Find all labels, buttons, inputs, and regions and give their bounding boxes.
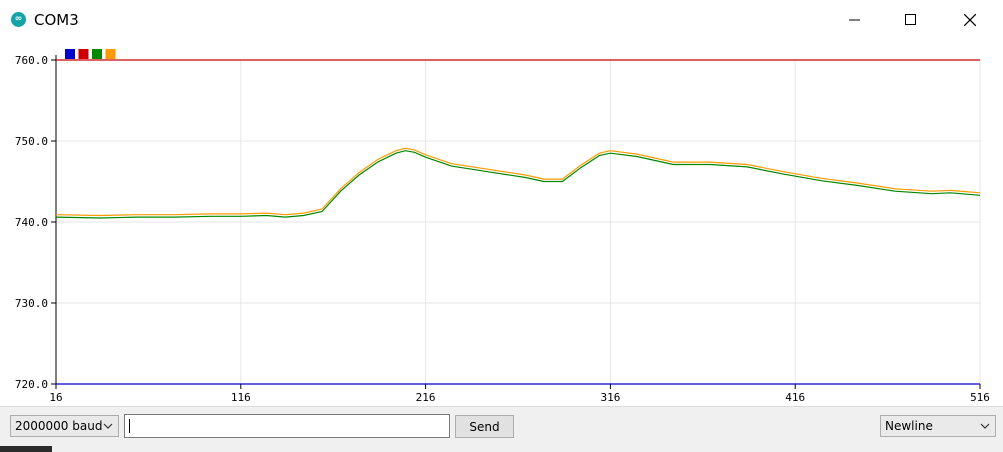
send-button[interactable]: Send bbox=[455, 415, 514, 438]
line-ending-select[interactable]: Newline bbox=[880, 415, 996, 437]
x-tick-label: 316 bbox=[600, 391, 620, 404]
y-tick-label: 750.0 bbox=[15, 135, 48, 148]
x-tick-label: 416 bbox=[785, 391, 805, 404]
chevron-down-icon bbox=[103, 423, 113, 429]
line-ending-value: Newline bbox=[885, 419, 933, 433]
window-bottom-edge bbox=[0, 446, 1003, 452]
y-tick-label: 730.0 bbox=[15, 297, 48, 310]
window-title: COM3 bbox=[34, 11, 79, 29]
text-caret bbox=[129, 419, 130, 433]
arduino-infinity-icon: ∞ bbox=[11, 12, 26, 27]
x-tick-label: 516 bbox=[970, 391, 990, 404]
legend-swatch-4 bbox=[105, 49, 116, 59]
close-button[interactable] bbox=[947, 6, 993, 34]
maximize-icon bbox=[905, 14, 916, 25]
close-icon bbox=[964, 14, 976, 26]
series-line-3 bbox=[55, 150, 981, 219]
maximize-button[interactable] bbox=[888, 6, 934, 34]
x-tick-label: 116 bbox=[231, 391, 251, 404]
baud-rate-select[interactable]: 2000000 baud bbox=[10, 415, 119, 437]
legend-swatch-1 bbox=[65, 49, 75, 59]
plot-canvas: 760.0 750.0 740.0 730.0 720.016 116 216 316 416 5… bbox=[15, 49, 990, 404]
x-tick-label: 216 bbox=[416, 391, 436, 404]
serial-plotter: 760.0 750.0 740.0 730.0 720.0 16 116 216 316 416 5… bbox=[0, 40, 1003, 406]
y-tick-label: 740.0 bbox=[15, 216, 48, 229]
message-input[interactable] bbox=[124, 414, 450, 438]
legend-swatch-3 bbox=[92, 49, 102, 59]
title-bar: ∞ COM3 bbox=[0, 0, 1003, 40]
bottom-toolbar: 2000000 baud Send Newline bbox=[0, 406, 1003, 447]
baud-rate-value: 2000000 baud bbox=[15, 419, 103, 433]
series-line-4 bbox=[55, 147, 981, 217]
y-tick-label: 720.0 bbox=[15, 378, 48, 391]
x-tick-label: 16 bbox=[49, 391, 62, 404]
chevron-down-icon bbox=[980, 423, 990, 429]
y-tick-label: 760.0 bbox=[15, 54, 48, 67]
minimize-button[interactable] bbox=[832, 6, 878, 34]
minimize-icon bbox=[849, 19, 860, 21]
legend-swatch-2 bbox=[78, 49, 89, 59]
